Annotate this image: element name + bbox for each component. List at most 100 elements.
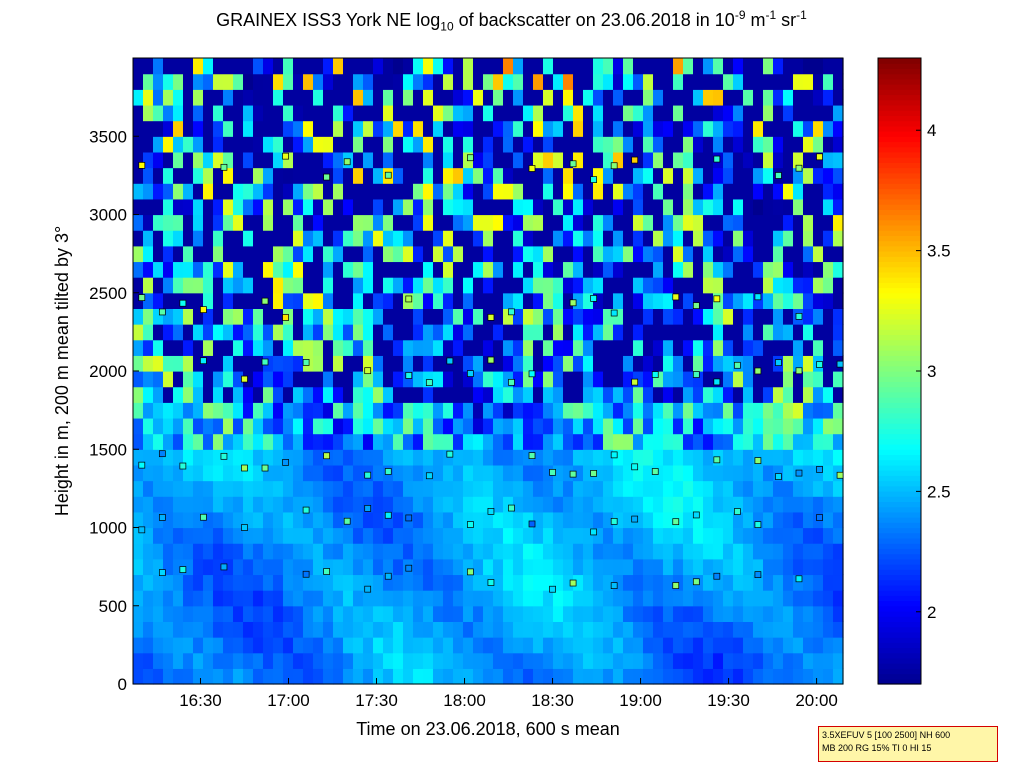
field-cell bbox=[213, 386, 224, 403]
field-cell bbox=[423, 558, 434, 576]
field-cell bbox=[543, 496, 554, 513]
field-cell bbox=[833, 652, 844, 669]
field-cell bbox=[443, 245, 454, 263]
field-cell bbox=[673, 652, 684, 669]
field-cell bbox=[473, 339, 484, 356]
field-cell bbox=[293, 621, 304, 638]
field-cell bbox=[673, 292, 684, 309]
field-cell bbox=[633, 480, 644, 497]
field-cell bbox=[203, 292, 214, 309]
field-cell bbox=[403, 386, 414, 403]
field-cell bbox=[533, 214, 544, 231]
field-cell bbox=[513, 292, 524, 309]
field-cell bbox=[493, 402, 504, 419]
field-cell bbox=[713, 339, 724, 356]
field-cell bbox=[573, 230, 584, 247]
field-cell bbox=[773, 590, 784, 607]
field-cell bbox=[383, 574, 394, 591]
field-cell bbox=[463, 402, 474, 419]
field-cell bbox=[723, 605, 734, 622]
field-cell bbox=[413, 402, 424, 419]
field-cell bbox=[823, 652, 834, 669]
field-cell bbox=[413, 136, 424, 153]
field-cell bbox=[293, 480, 304, 497]
field-cell bbox=[653, 58, 664, 75]
field-cell bbox=[173, 558, 184, 576]
field-cell bbox=[293, 261, 304, 278]
field-cell bbox=[673, 73, 684, 90]
field-cell bbox=[423, 339, 434, 356]
field-cell bbox=[233, 511, 244, 529]
field-cell bbox=[363, 371, 374, 388]
field-cell bbox=[433, 464, 444, 482]
field-cell bbox=[473, 386, 484, 403]
field-cell bbox=[673, 668, 684, 685]
field-cell bbox=[233, 464, 244, 482]
field-cell bbox=[513, 605, 524, 622]
field-cell bbox=[513, 652, 524, 669]
layer-marker bbox=[302, 570, 310, 578]
field-cell bbox=[833, 621, 844, 638]
field-cell bbox=[383, 433, 394, 450]
field-cell bbox=[253, 136, 264, 153]
field-cell bbox=[293, 496, 304, 513]
field-cell bbox=[133, 308, 144, 325]
field-cell bbox=[173, 167, 184, 184]
field-cell bbox=[373, 668, 384, 685]
field-cell bbox=[753, 89, 764, 106]
colorbar-step bbox=[878, 673, 921, 680]
field-cell bbox=[603, 590, 614, 607]
field-cell bbox=[823, 511, 834, 529]
field-cell bbox=[343, 167, 354, 184]
field-cell bbox=[403, 590, 414, 607]
field-cell bbox=[593, 402, 604, 419]
field-cell bbox=[473, 73, 484, 90]
field-cell bbox=[783, 371, 794, 388]
field-cell bbox=[743, 496, 754, 513]
field-cell bbox=[563, 371, 574, 388]
field-cell bbox=[243, 527, 254, 544]
field-cell bbox=[593, 637, 604, 654]
field-cell bbox=[793, 652, 804, 669]
field-cell bbox=[573, 621, 584, 638]
field-cell bbox=[603, 58, 614, 75]
field-cell bbox=[273, 120, 284, 137]
field-cell bbox=[373, 89, 384, 106]
field-cell bbox=[493, 371, 504, 388]
field-cell bbox=[783, 58, 794, 75]
colorbar-step bbox=[878, 506, 921, 513]
field-cell bbox=[493, 621, 504, 638]
field-cell bbox=[643, 668, 654, 685]
field-cell bbox=[443, 464, 454, 482]
field-cell bbox=[193, 58, 204, 75]
field-cell bbox=[173, 324, 184, 341]
field-cell bbox=[833, 449, 844, 466]
field-cell bbox=[283, 543, 294, 560]
field-cell bbox=[333, 230, 344, 247]
field-cell bbox=[803, 355, 814, 372]
field-cell bbox=[423, 73, 434, 90]
field-cell bbox=[573, 417, 584, 435]
field-cell bbox=[283, 590, 294, 607]
field-cell bbox=[593, 308, 604, 325]
field-cell bbox=[493, 151, 504, 169]
field-cell bbox=[563, 449, 574, 466]
field-cell bbox=[773, 371, 784, 388]
field-cell bbox=[783, 449, 794, 466]
colorbar-step bbox=[878, 480, 921, 487]
field-cell bbox=[483, 605, 494, 622]
field-cell bbox=[473, 464, 484, 482]
field-cell bbox=[493, 292, 504, 309]
field-cell bbox=[563, 136, 574, 153]
field-cell bbox=[423, 261, 434, 278]
field-cell bbox=[683, 433, 694, 450]
field-cell bbox=[543, 89, 554, 106]
y-tick-label: 3000 bbox=[89, 206, 127, 225]
field-cell bbox=[423, 183, 434, 200]
field-cell bbox=[243, 277, 254, 294]
field-cell bbox=[623, 449, 634, 466]
field-cell bbox=[583, 621, 594, 638]
field-cell bbox=[673, 386, 684, 403]
field-cell bbox=[663, 511, 674, 529]
